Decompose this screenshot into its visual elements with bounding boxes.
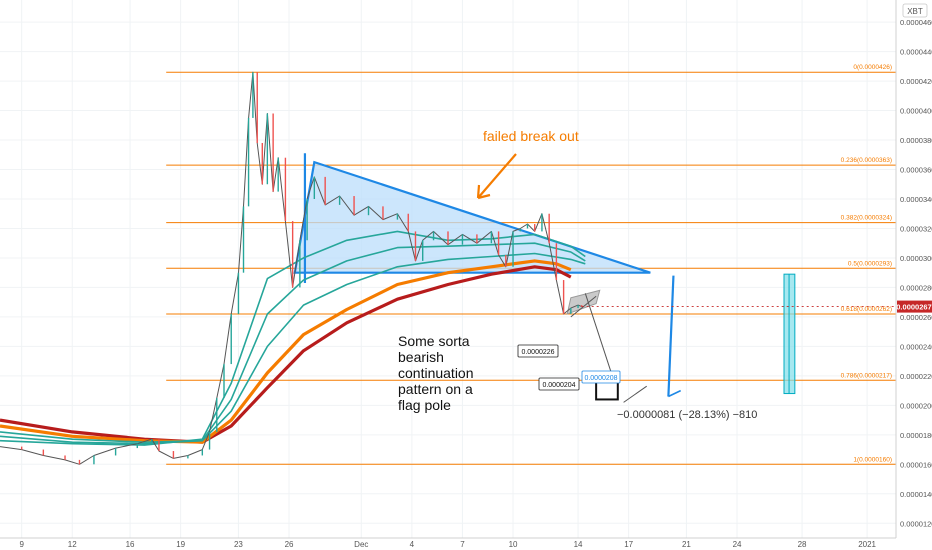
failed-breakout-annotation: failed break out	[483, 128, 579, 144]
price-tick-label: 0.0000280	[900, 283, 932, 292]
price-tick-label: 0.0000140	[900, 490, 932, 499]
price-tick-label: 0.0000160	[900, 460, 932, 469]
price-tick-label: 0.0000400	[900, 107, 932, 116]
price-axis[interactable]: XBT 0.0000120 0.0000140 0.0000160 0.0000180…	[895, 0, 932, 538]
moving-average-line	[0, 252, 586, 443]
price-tick-label: 0.0000380	[900, 136, 932, 145]
price-callout-1[interactable]: 0.0000226	[517, 344, 559, 358]
price-callout-3[interactable]: 0.0000208	[581, 370, 621, 384]
pattern-note-line: pattern on a	[398, 381, 473, 397]
price-tick-label: 0.0000220	[900, 372, 932, 381]
pattern-note-line: Some sorta	[398, 333, 470, 349]
currency-badge[interactable]	[902, 3, 928, 18]
time-tick-label: 19	[176, 540, 185, 549]
time-tick-label: 7	[460, 540, 465, 549]
time-tick-label: 16	[126, 540, 135, 549]
current-price-label: 0.0000267	[896, 303, 931, 312]
fib-level-label: 0(0.0000426)	[853, 64, 892, 71]
time-tick-label: 28	[798, 540, 807, 549]
fib-retracement[interactable]	[166, 71, 896, 465]
time-tick-label: 12	[68, 540, 77, 549]
pattern-note-line: bearish	[398, 349, 444, 365]
price-axis-ticks: 0.0000120 0.0000140 0.0000160 0.0000180 0.00…	[900, 18, 932, 528]
price-tick-label: 0.0000420	[900, 77, 932, 86]
time-tick-label: 10	[509, 540, 518, 549]
time-tick-label: 4	[410, 540, 415, 549]
fib-level-label: 0.618(0.0000262)	[841, 306, 892, 313]
time-tick-label: 26	[285, 540, 294, 549]
currency-label: XBT	[907, 7, 923, 16]
fib-level-label: 0.236(0.0000363)	[841, 157, 892, 164]
time-tick-label: 23	[234, 540, 243, 549]
moving-average-line	[0, 230, 586, 446]
target-line	[623, 385, 647, 403]
price-tick-label: 0.0000320	[900, 224, 932, 233]
time-tick-label: 2021	[858, 540, 876, 549]
time-tick-label: 24	[733, 540, 742, 549]
current-price-marker: 0.0000267	[896, 300, 932, 313]
time-axis-ticks: 9 12 16 19 23 26 Dec 4 7 10 14 17 21 24 28 2021	[19, 540, 876, 549]
measure-text: −0.0000081 (−28.13%) −810	[617, 409, 757, 421]
time-tick-label: 14	[574, 540, 583, 549]
price-tick-label: 0.0000200	[900, 401, 932, 410]
price-tick-label: 0.0000300	[900, 254, 932, 263]
price-callout-3-text: 0.0000208	[584, 375, 617, 382]
fib-level-label: 0.5(0.0000293)	[848, 260, 892, 267]
price-tick-label: 0.0000440	[900, 48, 932, 57]
measure-range-drawing[interactable]	[783, 273, 796, 395]
pattern-note-line: continuation	[398, 365, 474, 381]
price-callout-1-text: 0.0000226	[521, 349, 554, 356]
moving-averages	[0, 230, 586, 446]
failed-breakout-arrow	[476, 153, 517, 200]
time-axis[interactable]: 9 12 16 19 23 26 Dec 4 7 10 14 17 21 24 28 2021	[0, 537, 896, 549]
price-tick-label: 0.0000460	[900, 18, 932, 27]
projection-line	[584, 293, 614, 378]
price-tick-label: 0.0000240	[900, 342, 932, 351]
projection-pole-foot	[668, 389, 682, 398]
fib-level-label: 0.382(0.0000324)	[841, 215, 892, 222]
time-tick-label: 9	[19, 540, 24, 549]
price-tick-label: 0.0000120	[900, 519, 932, 528]
time-tick-label: 17	[624, 540, 633, 549]
fib-labels: 0(0.0000426) 0.236(0.0000363) 0.382(0.0000…	[841, 64, 892, 463]
price-callout-2[interactable]: 0.0000204	[538, 377, 580, 391]
projection-pole	[667, 275, 675, 397]
time-tick-label: Dec	[354, 540, 368, 549]
fib-level-label: 0.786(0.0000217)	[841, 372, 892, 379]
descending-triangle-drawing[interactable]	[293, 153, 651, 284]
fib-level-label: 1(0.0000160)	[853, 456, 892, 463]
time-tick-label: 21	[682, 540, 691, 549]
price-line	[0, 71, 582, 465]
price-callout-2-text: 0.0000204	[542, 382, 575, 389]
price-tick-label: 0.0000180	[900, 431, 932, 440]
price-series	[0, 71, 896, 465]
moving-average-line	[0, 259, 572, 444]
price-tick-label: 0.0000360	[900, 166, 932, 175]
pattern-note: Some sorta bearish continuation pattern …	[398, 333, 477, 413]
price-tick-label: 0.0000260	[900, 313, 932, 322]
flag-ellipse	[566, 289, 601, 315]
price-tick-label: 0.0000340	[900, 195, 932, 204]
pattern-note-line: flag pole	[398, 397, 451, 413]
